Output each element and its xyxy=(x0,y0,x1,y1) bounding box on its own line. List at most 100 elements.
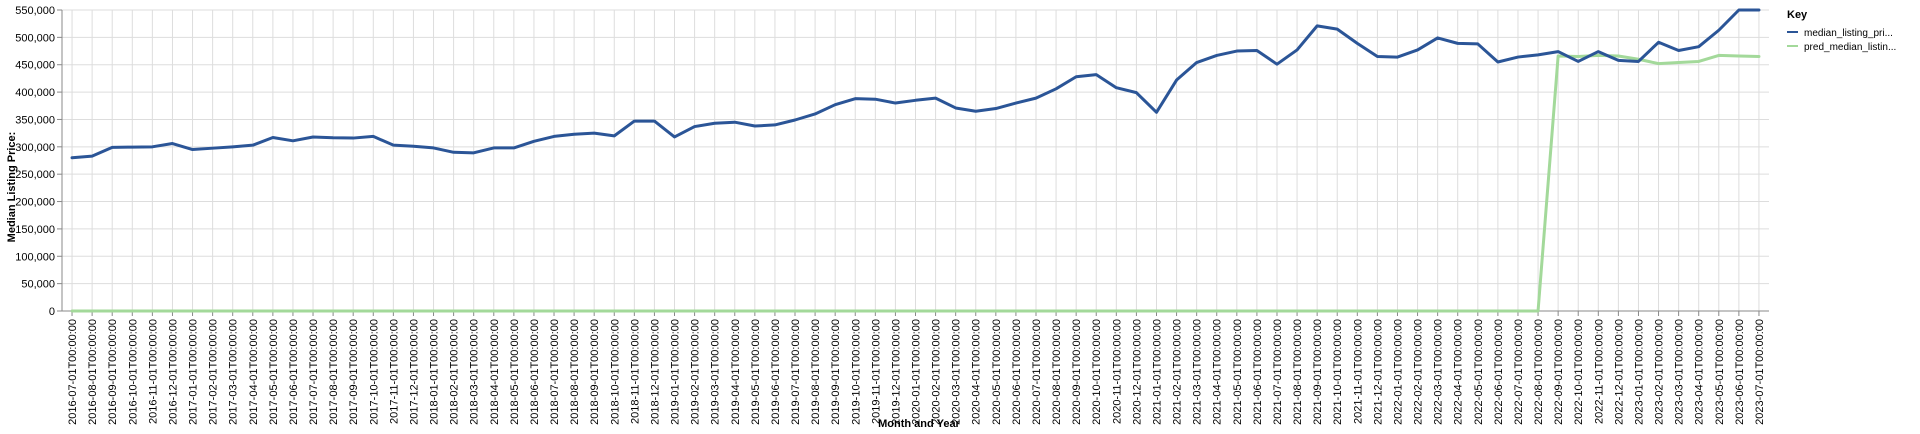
x-tick-label: 2018-07-01T00:00:00 xyxy=(549,319,561,425)
x-tick-label: 2019-10-01T00:00:00 xyxy=(850,319,862,425)
legend: Key median_listing_pri... pred_median_lis… xyxy=(1787,9,1896,53)
x-tick-label: 2019-02-01T00:00:00 xyxy=(690,319,702,425)
x-tick-label: 2020-11-01T00:00:00 xyxy=(1111,319,1123,424)
x-tick-label: 2023-05-01T00:00:00 xyxy=(1714,319,1726,425)
x-tick-label: 2020-03-01T00:00:00 xyxy=(951,319,963,425)
series-line-2 xyxy=(70,53,1761,313)
x-tick-label: 2016-11-01T00:00:00 xyxy=(147,319,159,424)
y-tick-label: 550,000 xyxy=(15,5,55,17)
x-tick-label: 2020-12-01T00:00:00 xyxy=(1131,319,1143,425)
x-tick-label: 2018-08-01T00:00:00 xyxy=(569,319,581,425)
y-axis-title: Median Listing Price: xyxy=(6,132,18,243)
x-tick-label: 2018-05-01T00:00:00 xyxy=(509,319,521,425)
x-tick-label: 2021-02-01T00:00:00 xyxy=(1172,319,1184,425)
x-tick-label: 2022-05-01T00:00:00 xyxy=(1473,319,1485,425)
x-tick-label: 2017-08-01T00:00:00 xyxy=(328,319,340,425)
y-tick-label: 100,000 xyxy=(15,251,55,263)
x-tick-label: 2022-09-01T00:00:00 xyxy=(1553,319,1565,425)
x-tick-label: 2018-09-01T00:00:00 xyxy=(589,319,601,425)
x-tick-label: 2021-03-01T00:00:00 xyxy=(1192,319,1204,425)
x-tick-label: 2022-11-01T00:00:00 xyxy=(1593,319,1605,424)
x-tick-label: 2021-09-01T00:00:00 xyxy=(1312,319,1324,425)
x-tick-label: 2022-06-01T00:00:00 xyxy=(1493,319,1505,425)
x-tick-label: 2021-08-01T00:00:00 xyxy=(1292,319,1304,425)
x-tick-label: 2023-03-01T00:00:00 xyxy=(1674,319,1686,425)
x-tick-label: 2017-01-01T00:00:00 xyxy=(188,319,200,425)
x-tick-label: 2020-04-01T00:00:00 xyxy=(971,319,983,425)
x-tick-label: 2019-11-01T00:00:00 xyxy=(870,319,882,424)
x-tick-label: 2019-03-01T00:00:00 xyxy=(710,319,722,425)
legend-label: median_listing_pri... xyxy=(1804,28,1893,39)
x-tick-label: 2018-10-01T00:00:00 xyxy=(609,319,621,425)
x-tick-label: 2022-02-01T00:00:00 xyxy=(1413,319,1425,425)
y-tick-label: 450,000 xyxy=(15,60,55,72)
x-tick-label: 2019-08-01T00:00:00 xyxy=(810,319,822,425)
x-tick-label: 2019-09-01T00:00:00 xyxy=(830,319,842,425)
x-tick-label: 2021-05-01T00:00:00 xyxy=(1232,319,1244,425)
x-tick-label: 2022-04-01T00:00:00 xyxy=(1453,319,1465,425)
x-tick-label: 2021-07-01T00:00:00 xyxy=(1272,319,1284,425)
x-tick-label: 2022-10-01T00:00:00 xyxy=(1573,319,1585,425)
y-tick-label: 250,000 xyxy=(15,169,55,181)
legend-title: Key xyxy=(1787,9,1808,21)
x-tick-label: 2018-01-01T00:00:00 xyxy=(429,319,441,425)
x-tick-label: 2019-04-01T00:00:00 xyxy=(730,319,742,425)
x-tick-label: 2021-11-01T00:00:00 xyxy=(1352,319,1364,424)
x-tick-label: 2023-06-01T00:00:00 xyxy=(1734,319,1746,425)
x-tick-label: 2018-11-01T00:00:00 xyxy=(629,319,641,424)
x-axis-title: Month and Year xyxy=(878,418,960,430)
x-tick-label: 2019-07-01T00:00:00 xyxy=(790,319,802,425)
y-tick-label: 500,000 xyxy=(15,32,55,44)
x-tick-label: 2017-02-01T00:00:00 xyxy=(208,319,220,425)
grid-lines xyxy=(62,9,1769,312)
series-lines xyxy=(70,8,1761,313)
y-tick-label: 400,000 xyxy=(15,87,55,99)
x-tick-label: 2021-10-01T00:00:00 xyxy=(1332,319,1344,425)
y-tick-label: 0 xyxy=(49,306,55,318)
x-tick-label: 2022-12-01T00:00:00 xyxy=(1613,319,1625,425)
y-tick-label: 350,000 xyxy=(15,114,55,126)
x-tick-label: 2020-08-01T00:00:00 xyxy=(1051,319,1063,425)
x-tick-label: 2018-06-01T00:00:00 xyxy=(529,319,541,425)
legend-label: pred_median_listin... xyxy=(1804,42,1896,53)
x-tick-label: 2017-04-01T00:00:00 xyxy=(248,319,260,425)
x-tick-label: 2016-09-01T00:00:00 xyxy=(107,319,119,425)
x-tick-label: 2020-05-01T00:00:00 xyxy=(991,319,1003,425)
y-tick-label: 200,000 xyxy=(15,197,55,209)
x-tick-label: 2016-07-01T00:00:00 xyxy=(67,319,79,425)
x-tick-label: 2016-08-01T00:00:00 xyxy=(87,319,99,425)
y-tick-label: 300,000 xyxy=(15,142,55,154)
y-tick-label: 150,000 xyxy=(15,224,55,236)
x-tick-label: 2023-04-01T00:00:00 xyxy=(1694,319,1706,425)
x-tick-label: 2019-01-01T00:00:00 xyxy=(670,319,682,425)
x-tick-label: 2017-06-01T00:00:00 xyxy=(288,319,300,425)
x-tick-label: 2021-04-01T00:00:00 xyxy=(1212,319,1224,425)
x-tick-label: 2020-02-01T00:00:00 xyxy=(931,319,943,425)
x-tick-label: 2017-05-01T00:00:00 xyxy=(268,319,280,425)
x-tick-label: 2022-03-01T00:00:00 xyxy=(1433,319,1445,425)
x-tick-label: 2017-07-01T00:00:00 xyxy=(308,319,320,425)
x-tick-label: 2023-01-01T00:00:00 xyxy=(1633,319,1645,425)
x-tick-label: 2020-07-01T00:00:00 xyxy=(1031,319,1043,425)
x-tick-label: 2021-12-01T00:00:00 xyxy=(1372,319,1384,425)
y-tick-label: 50,000 xyxy=(21,279,55,291)
x-tick-label: 2017-03-01T00:00:00 xyxy=(228,319,240,425)
series-line-1 xyxy=(70,8,1761,160)
x-tick-label: 2018-12-01T00:00:00 xyxy=(649,319,661,425)
x-tick-label: 2021-01-01T00:00:00 xyxy=(1151,319,1163,425)
x-tick-label: 2017-11-01T00:00:00 xyxy=(388,319,400,424)
x-tick-label: 2017-10-01T00:00:00 xyxy=(368,319,380,425)
x-tick-label: 2021-06-01T00:00:00 xyxy=(1252,319,1264,425)
x-tick-label: 2018-02-01T00:00:00 xyxy=(449,319,461,425)
x-tick-label: 2019-06-01T00:00:00 xyxy=(770,319,782,425)
x-tick-label: 2019-05-01T00:00:00 xyxy=(750,319,762,425)
x-tick-label: 2020-10-01T00:00:00 xyxy=(1091,319,1103,425)
x-tick-label: 2022-01-01T00:00:00 xyxy=(1392,319,1404,425)
x-tick-label: 2017-12-01T00:00:00 xyxy=(408,319,420,425)
x-tick-label: 2016-10-01T00:00:00 xyxy=(127,319,139,425)
x-tick-label: 2023-07-01T00:00:00 xyxy=(1754,319,1766,425)
x-tick-label: 2022-07-01T00:00:00 xyxy=(1513,319,1525,425)
x-tick-label: 2023-02-01T00:00:00 xyxy=(1654,319,1666,425)
x-tick-label: 2020-01-01T00:00:00 xyxy=(911,319,923,425)
